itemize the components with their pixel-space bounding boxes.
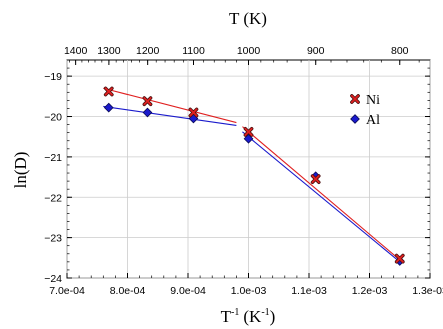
data-points (103, 86, 405, 266)
top-tick-label: 1300 (97, 45, 121, 57)
x-tick-label: 9.0e-04 (170, 285, 206, 297)
legend-label-al: Al (366, 113, 380, 128)
legend-marker-al (350, 114, 360, 124)
point-al (243, 133, 254, 144)
x-tick-label: 7.0e-04 (49, 285, 85, 297)
top-axis-title: T (K) (229, 9, 267, 28)
y-tick-label: −24 (44, 273, 62, 285)
top-tick-label: 1000 (237, 45, 261, 57)
x-tick-label: 8.0e-04 (110, 285, 146, 297)
x-tick-label: 1.0e-03 (231, 285, 267, 297)
y-tick-label: −19 (44, 71, 62, 83)
x-title-base: T (221, 307, 232, 326)
legend-marker-ni-icon (350, 94, 360, 104)
x-tick-label: 1.1e-03 (291, 285, 327, 297)
top-tick-label: 900 (307, 45, 325, 57)
y-axis: −19 −20 −21 −22 −23 −24 (44, 59, 430, 285)
top-tick-label: 1400 (64, 45, 88, 57)
y-tick-label: −20 (44, 112, 62, 124)
fit-line-ni (103, 87, 237, 124)
y-tick-label: −22 (44, 192, 62, 204)
x-title-exp: -1 (231, 307, 239, 318)
fit-lines (103, 87, 401, 263)
x-title-unit-exp: -1 (261, 307, 269, 318)
legend-label-ni: Ni (366, 93, 380, 108)
top-tick-label: 800 (391, 45, 409, 57)
x-tick-label: 1.2e-03 (352, 285, 388, 297)
point-ni (142, 96, 153, 107)
point-al (142, 107, 153, 118)
x-axis-title: T-1 (K-1) (221, 307, 276, 326)
point-al (103, 102, 114, 113)
y-tick-label: −21 (44, 152, 62, 164)
legend-marker-ni (350, 94, 360, 104)
x-title-unit-pre: (K (243, 307, 262, 326)
fit-line-al (103, 105, 237, 126)
legend-marker-al-icon (350, 114, 360, 124)
y-tick-label: −23 (44, 233, 62, 245)
point-ni (103, 86, 114, 97)
top-tick-label: 1100 (182, 45, 205, 57)
y-axis-title: ln(D) (11, 152, 30, 189)
fit-line-ni (242, 126, 401, 261)
x-title-unit-post: ) (270, 307, 276, 326)
point-ni (243, 126, 254, 137)
x-axis-bottom: 7.0e-04 8.0e-04 9.0e-04 1.0e-03 1.1e-03 1.2e-… (49, 273, 443, 297)
legend: Ni Al (350, 93, 380, 128)
fit-line-al (242, 131, 401, 263)
point-ni (310, 174, 321, 184)
point-ni (188, 107, 199, 118)
legend-item-al: Al (350, 113, 380, 128)
x-axis-top: 1400 1300 1200 1100 1000 900 800 (64, 45, 420, 65)
x-tick-label: 1.3e-03 (412, 285, 443, 297)
point-ni (394, 253, 405, 264)
legend-item-ni: Ni (350, 93, 380, 108)
top-tick-label: 1200 (136, 45, 160, 57)
